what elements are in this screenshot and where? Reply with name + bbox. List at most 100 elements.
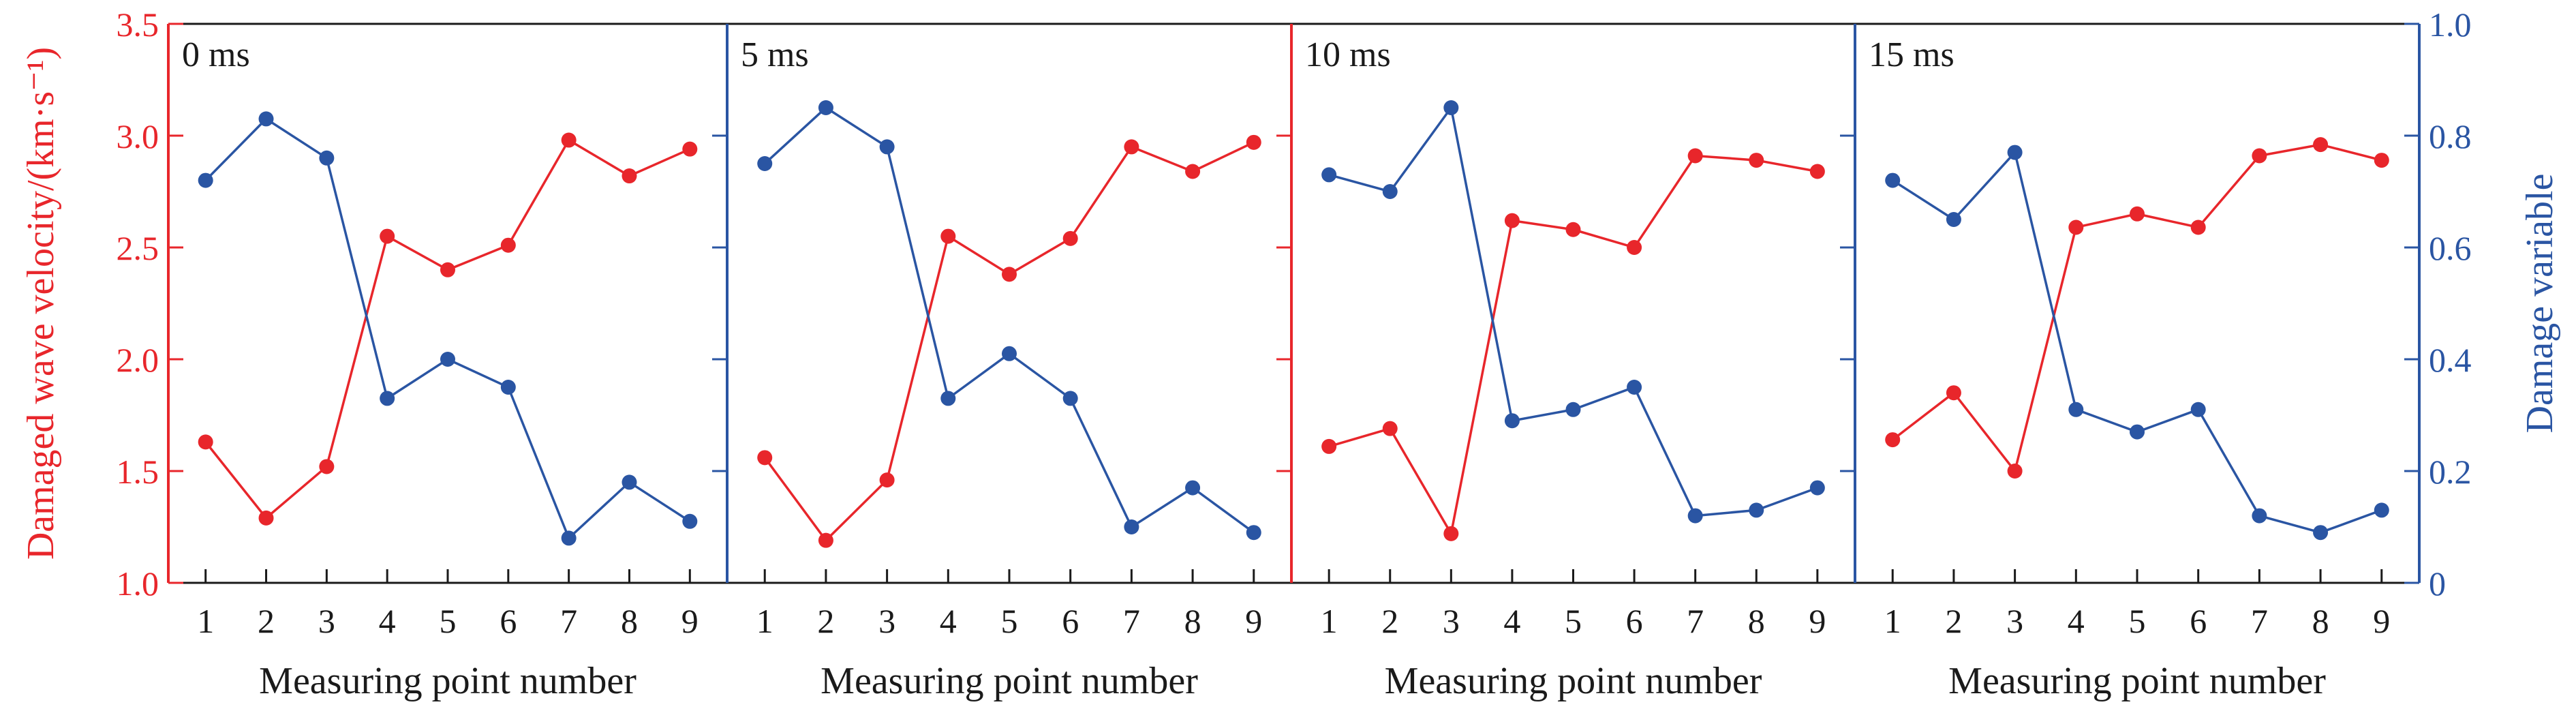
damage-variable-line [1328,104,1818,517]
wave-velocity-point [1002,267,1017,282]
x-tick-label: 5 [2129,602,2146,640]
damage-variable-point [1749,502,1764,518]
damage-variable-line [204,117,691,541]
x-tick-label: 6 [2190,602,2207,640]
left-tick-label: 2.5 [117,229,159,267]
x-tick-label: 8 [2312,602,2329,640]
damage-variable-point [940,391,956,406]
x-tick-label: 4 [2068,602,2085,640]
wave-velocity-point [258,510,274,526]
damage-variable-point [682,513,698,529]
wave-velocity-point [1885,432,1901,448]
damage-variable-point [2374,502,2389,518]
wave-velocity-point [1124,139,1139,155]
wave-velocity-point [2313,137,2329,153]
text-layer: Damaged wave velocity/(km·s⁻¹) Damage va… [20,5,2561,702]
damage-variable-point [1382,184,1398,199]
wave-velocity-point [2190,220,2206,235]
wave-velocity-point [440,262,455,277]
wave-velocity-point [1185,164,1201,179]
x-tick-label: 7 [2251,602,2268,640]
wave-velocity-point [1627,240,1642,255]
wave-velocity-point [682,141,698,157]
left-tick-label: 2.0 [117,341,159,379]
wave-velocity-point [380,228,395,244]
x-tick-label: 8 [1748,602,1765,640]
wave-velocity-point [2068,220,2084,235]
damage-variable-point [757,156,773,171]
damage-variable-line [764,106,1255,534]
x-tick-label: 6 [1062,602,1079,640]
wave-velocity-point [1382,421,1398,436]
x-tick-label: 3 [2006,602,2023,640]
x-axis-title: Measuring point number [1948,660,2326,702]
x-tick-label: 5 [1001,602,1018,640]
damage-variable-point [1946,212,1961,227]
wave-velocity-point [940,228,956,244]
damage-variable-point [319,150,335,166]
wave-velocity-point [1246,134,1261,150]
damage-variable-point [2068,402,2084,417]
wave-velocity-point [1687,148,1703,164]
x-axis-title: Measuring point number [821,660,1198,702]
right-tick-label: 0.4 [2429,341,2472,379]
x-tick-label: 7 [560,602,577,640]
wave-velocity-point [1565,222,1581,237]
wave-velocity-point [2007,464,2023,479]
damage-variable-point [500,380,516,395]
x-tick-label: 2 [258,602,275,640]
series-layer [198,100,2389,548]
wave-velocity-point [2130,206,2145,222]
panel-title: 0 ms [182,35,250,74]
right-tick-label: 0.8 [2429,117,2472,155]
wave-velocity-point [879,472,895,488]
right-tick-label: 1.0 [2429,5,2472,44]
wave-velocity-point [2374,153,2389,168]
x-tick-label: 5 [440,602,457,640]
damage-variable-point [2252,508,2267,524]
x-tick-label: 3 [878,602,895,640]
damage-variable-point [1504,413,1520,429]
x-tick-label: 4 [940,602,957,640]
wave-velocity-point [1749,153,1764,168]
damage-variable-point [1246,525,1261,541]
damage-variable-point [622,474,637,490]
wave-velocity-point [1946,385,1961,401]
right-axis-label: Damage variable [2519,174,2561,434]
x-tick-label: 4 [1503,602,1520,640]
wave-velocity-point [198,434,213,450]
damage-variable-point [198,172,213,188]
x-tick-label: 8 [1184,602,1201,640]
x-tick-label: 2 [1945,602,1962,640]
wave-velocity-point [1809,164,1825,179]
wave-velocity-point [1504,213,1520,228]
x-tick-label: 1 [756,602,773,640]
damage-variable-point [380,391,395,406]
wave-velocity-point [1443,526,1459,541]
damage-variable-point [2190,402,2206,417]
x-tick-label: 9 [681,602,699,640]
x-axis-title: Measuring point number [1385,660,1762,702]
damage-variable-point [440,352,455,367]
damage-variable-point [1809,480,1825,496]
x-tick-label: 1 [197,602,214,640]
x-tick-label: 4 [379,602,396,640]
damage-variable-point [1627,380,1642,395]
damage-variable-point [2130,424,2145,440]
panel-title: 15 ms [1869,35,1954,74]
frame-layer [167,22,2421,584]
x-tick-label: 3 [318,602,335,640]
wave-velocity-line [763,141,1255,543]
right-tick-label: 0.2 [2429,453,2472,491]
left-axis-label: Damaged wave velocity/(km·s⁻¹) [20,47,62,560]
wave-velocity-point [1062,230,1078,246]
damage-variable-point [1185,480,1201,496]
left-tick-label: 3.5 [117,5,159,44]
right-tick-label: 0 [2429,564,2446,603]
x-tick-label: 1 [1884,602,1901,640]
wave-velocity-line [204,138,691,520]
damage-variable-point [1002,346,1017,361]
damage-variable-point [1687,508,1703,524]
x-tick-label: 9 [1245,602,1262,640]
wave-velocity-line [1328,154,1818,537]
